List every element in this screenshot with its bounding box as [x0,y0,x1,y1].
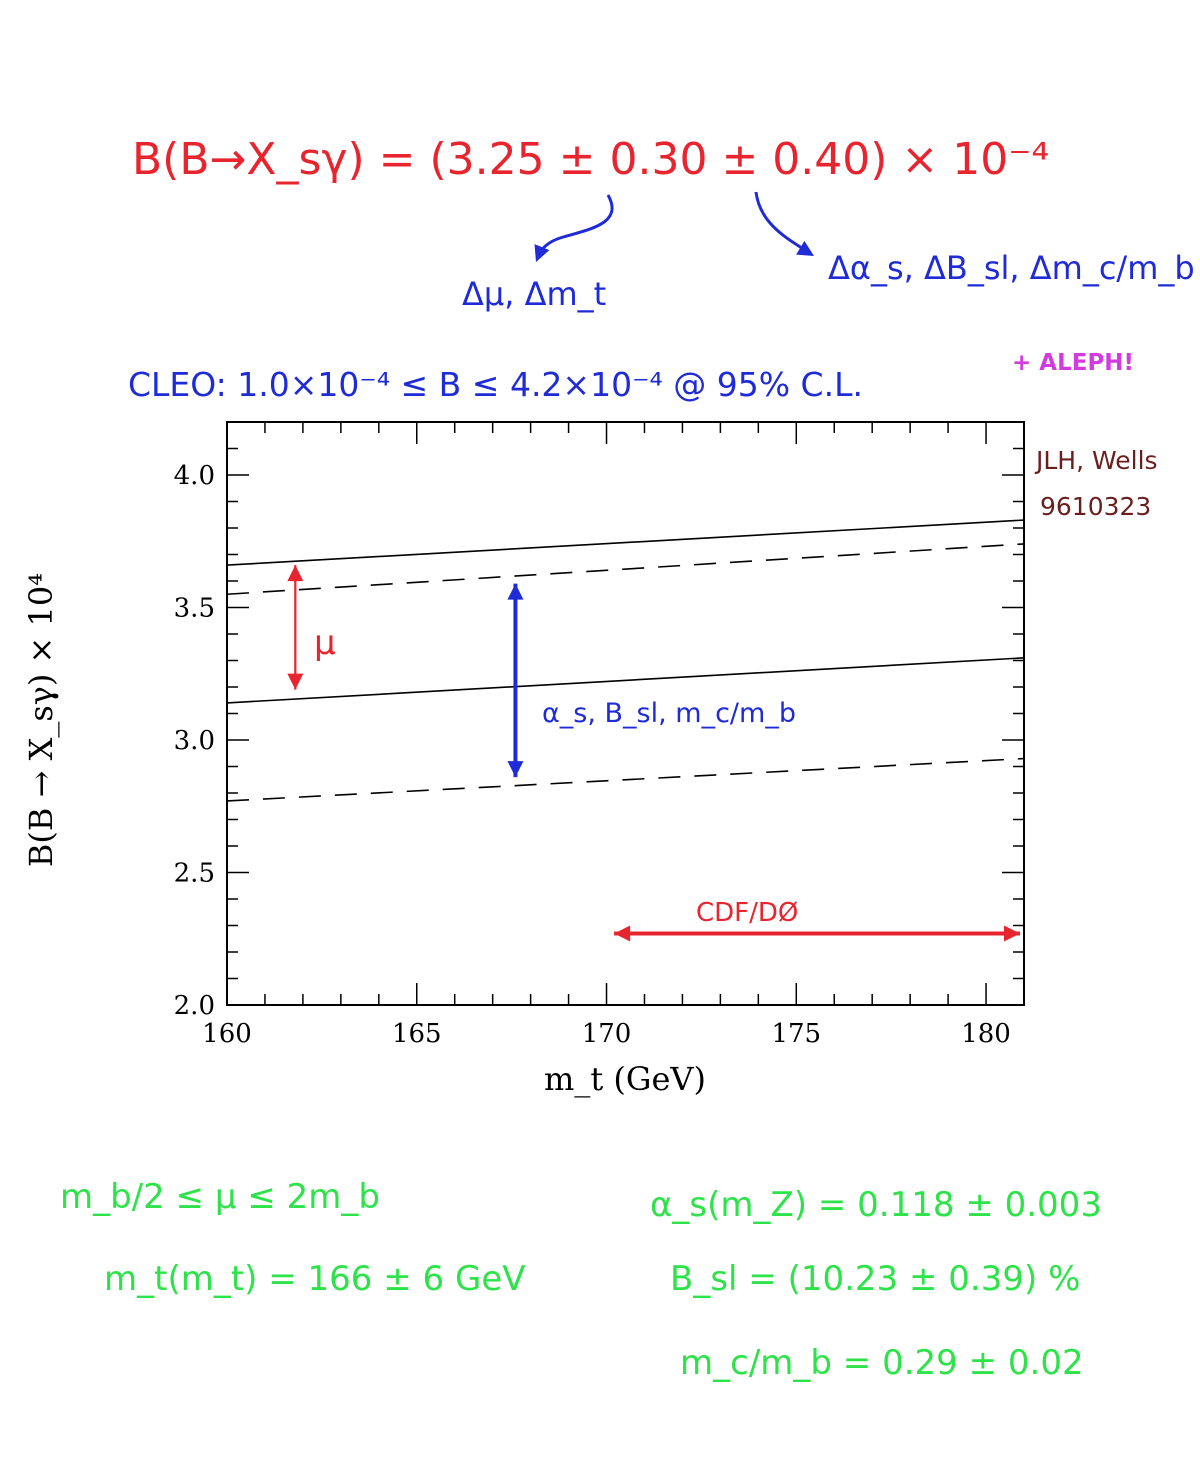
pointer-arrow-left-head [534,244,550,262]
mu-arrow-label: μ [314,623,336,663]
series-line-2 [226,543,1025,596]
arrow-head-top-1 [287,565,304,582]
reference-number: 9610323 [1040,492,1152,521]
axes: 160 165 170 175 180 2.0 2.5 3.0 3.5 4.0 [174,421,1025,1049]
cleo-bound: CLEO: 1.0×10⁻⁴ ≤ B ≤ 4.2×10⁻⁴ @ 95% C.L. [128,365,863,404]
x-tick-label: 165 [392,1019,442,1049]
y-tick-label: 2.0 [174,991,215,1021]
y-tick-label: 2.5 [174,859,215,889]
alpha-bsl-mcmb-error-label: Δα_s, ΔB_sl, Δm_c/m_b [828,249,1195,287]
scale-mt-error-label: Δμ, Δm_t [462,275,607,313]
series-line-1 [226,519,1025,566]
annotation-arrows [287,191,1020,942]
x-tick-label: 175 [771,1019,821,1049]
x-tick-label: 160 [202,1019,252,1049]
mt-input: m_t(m_t) = 166 ± 6 GeV [104,1259,526,1299]
aleph-note: + ALEPH! [1012,350,1135,376]
y-tick-label: 4.0 [174,461,215,491]
arrow-head-right-3 [1004,925,1020,942]
pointer-arrow-right [754,191,809,254]
x-axis-label: m_t (GeV) [544,1060,706,1098]
alpha-s-input: α_s(m_Z) = 0.118 ± 0.003 [650,1185,1102,1225]
y-tick-label: 3.0 [174,726,215,756]
series [226,519,1025,802]
alpha-arrow-label: α_s, B_sl, m_c/m_b [542,698,796,729]
reference-authors: JLH, Wells [1036,446,1158,475]
arrow-head-bottom-1 [287,673,304,690]
pointer-arrow-right-head [796,240,814,256]
x-tick-label: 170 [582,1019,632,1049]
arrow-head-bottom-2 [507,761,524,778]
arrow-head-top-2 [507,583,524,600]
bsl-input: B_sl = (10.23 ± 0.39) % [670,1259,1081,1299]
cdf-d0-label: CDF/DØ [696,898,799,928]
pointer-arrow-left [536,194,614,257]
y-axis-label: B(B → X_sγ) × 10⁴ [22,573,60,867]
arrow-head-left-3 [614,925,631,942]
series-line-4 [226,757,1025,802]
mc-mb-input: m_c/m_b = 0.29 ± 0.02 [680,1343,1084,1383]
series-line-3 [226,657,1025,704]
x-tick-label: 180 [961,1019,1011,1049]
mu-range-input: m_b/2 ≤ μ ≤ 2m_b [60,1177,380,1217]
y-tick-label: 3.5 [174,594,215,624]
branching-ratio-formula: B(B→X_sγ) = (3.25 ± 0.30 ± 0.40) × 10⁻⁴ [132,134,1050,185]
